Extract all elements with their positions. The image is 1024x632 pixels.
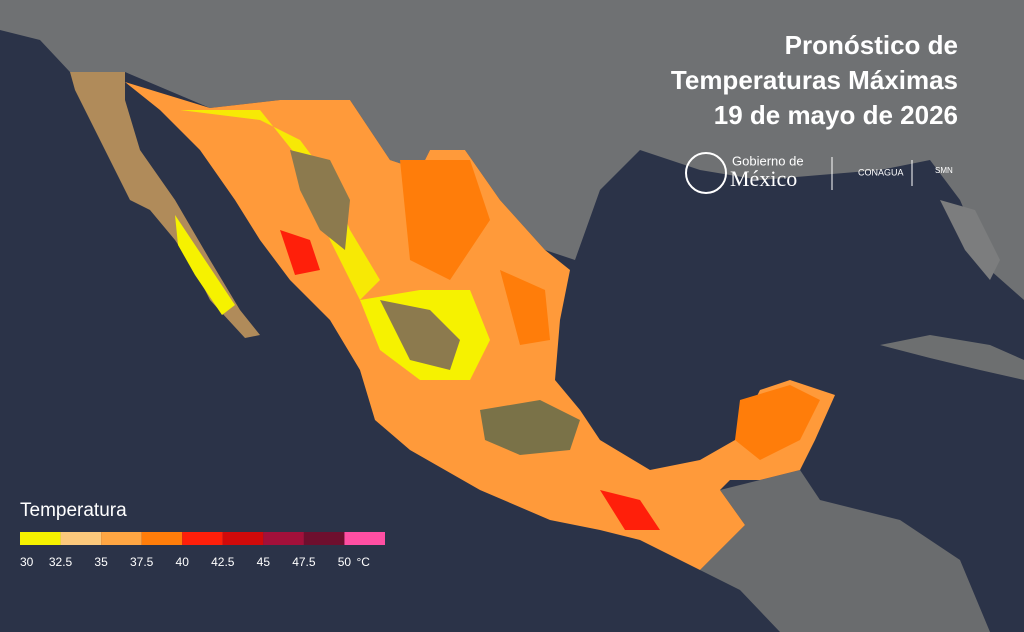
- legend-swatch: [60, 532, 102, 545]
- legend-label: 45: [257, 555, 271, 569]
- highland: [380, 300, 460, 370]
- hot-zone: [500, 270, 550, 345]
- legend: 30 32.5 35 37.5 40 42.5 45 47.5 50 °C: [20, 532, 385, 569]
- legend-label: 42.5: [211, 555, 235, 569]
- legend-label: 47.5: [292, 555, 316, 569]
- legend-unit: °C: [356, 555, 370, 569]
- legend-swatch: [303, 532, 345, 545]
- usa-land: [0, 0, 1024, 300]
- legend-label: 50: [338, 555, 352, 569]
- florida: [940, 200, 1000, 280]
- central-america: [700, 470, 990, 632]
- hot-zone: [735, 385, 820, 460]
- highland: [480, 400, 580, 455]
- title-line: 19 de mayo de 2026: [714, 100, 958, 130]
- title-line: Temperaturas Máximas: [671, 65, 958, 95]
- legend-label: 30: [20, 555, 34, 569]
- legend-swatch: [344, 532, 385, 545]
- legend-swatch: [20, 532, 61, 545]
- legend-label: 35: [94, 555, 108, 569]
- gobierno-emblem: [685, 152, 727, 194]
- logo-text: SMN: [935, 166, 953, 175]
- baja-warm: [175, 215, 235, 315]
- legend-swatch: [222, 532, 264, 545]
- very-hot-zone: [280, 230, 320, 275]
- logo-text: CONAGUA: [858, 167, 904, 177]
- title-line: Pronóstico de: [785, 30, 958, 60]
- logo-text: Gobierno de: [732, 153, 804, 168]
- logo-text: México: [730, 166, 797, 191]
- legend-label: 32.5: [49, 555, 73, 569]
- legend-label: 37.5: [130, 555, 154, 569]
- legend-swatch: [263, 532, 304, 545]
- legend-title: Temperatura: [20, 500, 127, 521]
- legend-swatch: [141, 532, 183, 545]
- highland: [290, 150, 350, 250]
- very-hot-zone: [600, 490, 660, 530]
- cuba: [880, 335, 1024, 380]
- legend-label: 40: [176, 555, 190, 569]
- legend-swatch: [182, 532, 223, 545]
- legend-swatch: [101, 532, 142, 545]
- hot-zone: [400, 160, 490, 280]
